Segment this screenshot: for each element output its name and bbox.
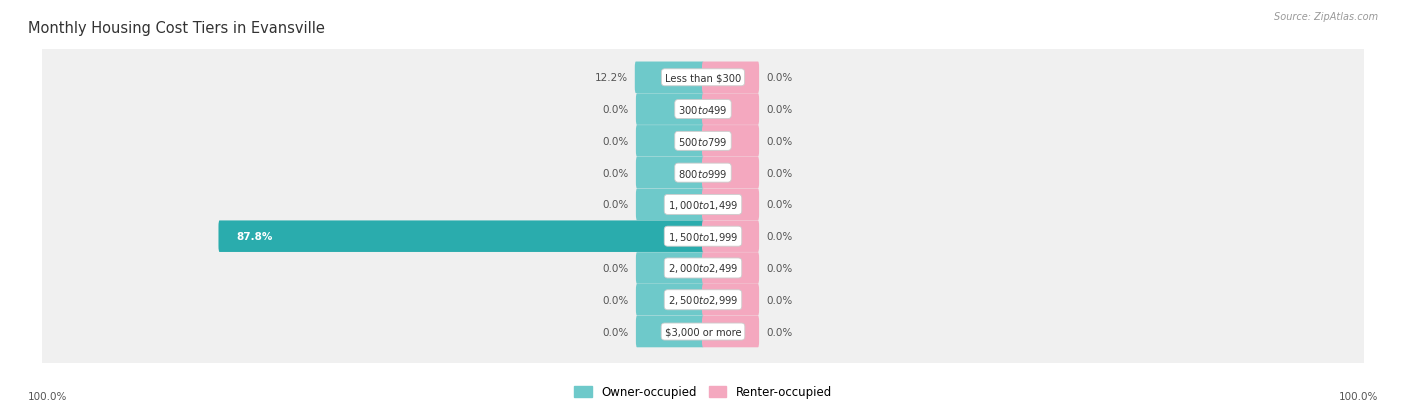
Text: 0.0%: 0.0% (766, 232, 793, 242)
FancyBboxPatch shape (702, 157, 759, 189)
FancyBboxPatch shape (37, 285, 1369, 379)
FancyBboxPatch shape (37, 221, 1369, 315)
FancyBboxPatch shape (636, 157, 704, 189)
Text: 0.0%: 0.0% (766, 200, 793, 210)
FancyBboxPatch shape (37, 158, 1369, 252)
Text: 0.0%: 0.0% (766, 105, 793, 115)
Text: 0.0%: 0.0% (602, 105, 628, 115)
FancyBboxPatch shape (636, 126, 704, 157)
Text: Source: ZipAtlas.com: Source: ZipAtlas.com (1274, 12, 1378, 22)
Text: 0.0%: 0.0% (602, 295, 628, 305)
FancyBboxPatch shape (636, 284, 704, 316)
Text: 0.0%: 0.0% (766, 263, 793, 273)
Text: $2,000 to $2,499: $2,000 to $2,499 (668, 262, 738, 275)
FancyBboxPatch shape (702, 221, 759, 252)
Text: 0.0%: 0.0% (766, 327, 793, 337)
FancyBboxPatch shape (702, 62, 759, 94)
FancyBboxPatch shape (636, 189, 704, 221)
FancyBboxPatch shape (634, 62, 704, 94)
Text: $3,000 or more: $3,000 or more (665, 327, 741, 337)
FancyBboxPatch shape (702, 94, 759, 126)
Text: $800 to $999: $800 to $999 (678, 167, 728, 179)
FancyBboxPatch shape (37, 31, 1369, 125)
Text: $1,500 to $1,999: $1,500 to $1,999 (668, 230, 738, 243)
Text: $500 to $799: $500 to $799 (678, 135, 728, 147)
FancyBboxPatch shape (218, 221, 704, 252)
FancyBboxPatch shape (702, 189, 759, 221)
FancyBboxPatch shape (636, 253, 704, 284)
Text: Monthly Housing Cost Tiers in Evansville: Monthly Housing Cost Tiers in Evansville (28, 21, 325, 36)
FancyBboxPatch shape (702, 284, 759, 316)
Text: 0.0%: 0.0% (602, 327, 628, 337)
FancyBboxPatch shape (37, 253, 1369, 347)
Text: 0.0%: 0.0% (766, 73, 793, 83)
FancyBboxPatch shape (37, 190, 1369, 284)
FancyBboxPatch shape (702, 316, 759, 347)
Text: 0.0%: 0.0% (766, 168, 793, 178)
Text: 0.0%: 0.0% (602, 263, 628, 273)
Text: 0.0%: 0.0% (766, 295, 793, 305)
Text: $1,000 to $1,499: $1,000 to $1,499 (668, 198, 738, 211)
FancyBboxPatch shape (37, 63, 1369, 157)
Text: 100.0%: 100.0% (28, 392, 67, 401)
Text: $2,500 to $2,999: $2,500 to $2,999 (668, 294, 738, 306)
Text: 0.0%: 0.0% (602, 168, 628, 178)
Text: $300 to $499: $300 to $499 (678, 104, 728, 116)
FancyBboxPatch shape (636, 316, 704, 347)
FancyBboxPatch shape (636, 94, 704, 126)
Text: 0.0%: 0.0% (602, 200, 628, 210)
Text: 87.8%: 87.8% (236, 232, 273, 242)
FancyBboxPatch shape (702, 126, 759, 157)
FancyBboxPatch shape (37, 95, 1369, 188)
Legend: Owner-occupied, Renter-occupied: Owner-occupied, Renter-occupied (574, 385, 832, 399)
Text: 12.2%: 12.2% (595, 73, 627, 83)
Text: 0.0%: 0.0% (602, 137, 628, 147)
Text: 100.0%: 100.0% (1339, 392, 1378, 401)
Text: Less than $300: Less than $300 (665, 73, 741, 83)
FancyBboxPatch shape (702, 253, 759, 284)
FancyBboxPatch shape (37, 126, 1369, 220)
Text: 0.0%: 0.0% (766, 137, 793, 147)
